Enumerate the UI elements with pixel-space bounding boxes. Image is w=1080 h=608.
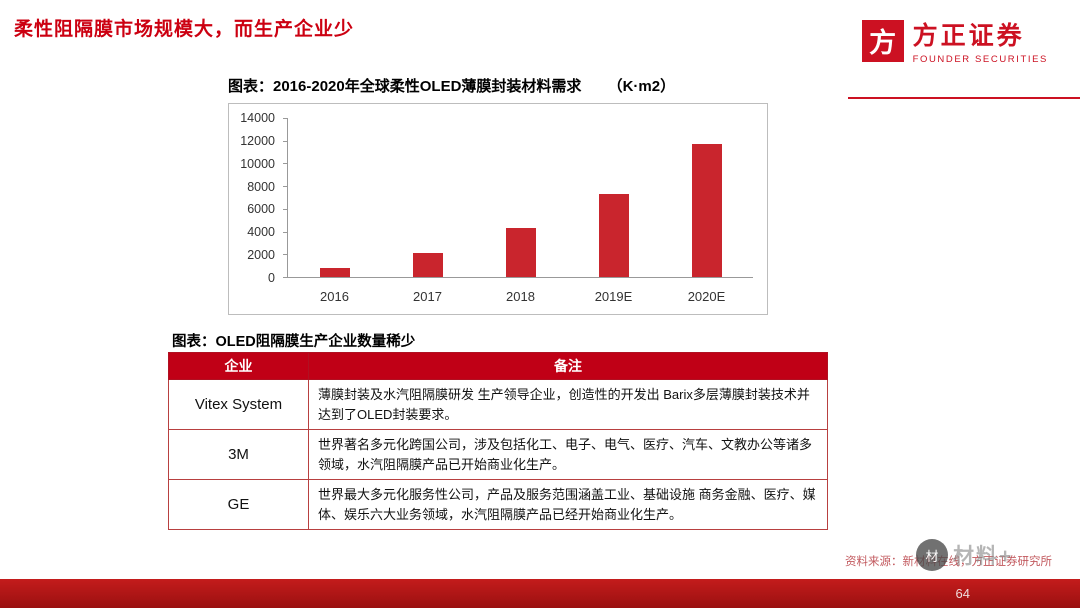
y-tick-mark [283, 277, 288, 278]
y-axis-labels: 14000 12000 10000 8000 6000 4000 2000 0 [229, 111, 283, 285]
y-tick-label: 2000 [247, 248, 275, 263]
x-axis-label: 2016 [320, 289, 349, 304]
chart-title-text: 图表：2016-2020年全球柔性OLED薄膜封装材料需求 [228, 78, 582, 95]
x-axis-label: 2020E [687, 289, 726, 304]
bar-2020E [691, 144, 722, 277]
logo-name-en: FOUNDER SECURITIES [912, 54, 1048, 65]
chart-title: 图表：2016-2020年全球柔性OLED薄膜封装材料需求 （K·m2） [228, 75, 675, 96]
note-cell: 世界著名多元化跨国公司，涉及包括化工、电子、电气、医疗、汽车、文教办公等诸多领域… [308, 429, 828, 480]
table-header-company: 企业 [168, 352, 309, 380]
bar-slot: 2019E [567, 118, 660, 304]
bar-2019E [598, 194, 629, 277]
bar-2016 [319, 267, 350, 277]
bars: 2016 2017 2018 2019E 2020E [288, 118, 753, 304]
note-cell: 薄膜封装及水汽阻隔膜研发 生产领导企业，创造性的开发出 Barix多层薄膜封装技… [308, 379, 828, 430]
page-title: 柔性阻隔膜市场规模大，而生产企业少 [14, 19, 355, 40]
watermark-text: 材料+ [953, 545, 1014, 568]
watermark: 材 材料+ [916, 539, 1013, 571]
y-tick-label: 6000 [247, 202, 275, 217]
watermark-logo-icon: 材 [916, 539, 948, 571]
bar-slot: 2016 [288, 118, 381, 304]
table-header-row: 企业 备注 [168, 352, 828, 380]
x-axis-label: 2019E [594, 289, 633, 304]
x-axis-label: 2018 [506, 289, 535, 304]
y-tick-mark [283, 163, 288, 165]
table-row: Vitex System 薄膜封装及水汽阻隔膜研发 生产领导企业，创造性的开发出… [168, 379, 828, 430]
page-number: 64 [955, 586, 970, 601]
bar-2018 [505, 228, 536, 277]
logo-text: 方正证券 FOUNDER SECURITIES [913, 16, 1048, 65]
source-note: 资料来源：新材料在线，方正证券研究所 [845, 556, 1052, 568]
y-tick-label: 10000 [240, 156, 275, 171]
y-tick-label: 14000 [240, 111, 275, 125]
company-cell: GE [168, 479, 309, 530]
bar-slot: 2017 [381, 118, 474, 304]
y-tick-label: 0 [268, 271, 275, 285]
y-tick-label: 8000 [247, 179, 275, 194]
y-tick-mark [283, 231, 288, 233]
company-table: 企业 备注 Vitex System 薄膜封装及水汽阻隔膜研发 生产领导企业，创… [168, 352, 828, 530]
bar-slot: 2020E [660, 118, 753, 304]
note-cell: 世界最大多元化服务性公司，产品及服务范围涵盖工业、基础设施 商务金融、医疗、媒体… [308, 479, 828, 530]
table-header-note: 备注 [308, 352, 828, 380]
bar-slot: 2018 [474, 118, 567, 304]
y-tick-label: 4000 [247, 225, 275, 240]
y-tick-mark [283, 118, 288, 119]
x-axis-label: 2017 [413, 289, 442, 304]
company-cell: Vitex System [168, 379, 309, 430]
plot-area: 2016 2017 2018 2019E 2020E [283, 118, 753, 304]
y-tick-mark [283, 140, 288, 142]
founder-securities-logo: 方 方正证券 FOUNDER SECURITIES [861, 16, 1048, 65]
header-rule [848, 97, 1080, 99]
y-tick-label: 12000 [240, 133, 275, 148]
table-row: 3M 世界著名多元化跨国公司，涉及包括化工、电子、电气、医疗、汽车、文教办公等诸… [168, 429, 828, 480]
y-tick-mark [283, 254, 288, 256]
bar-2017 [412, 253, 443, 277]
y-tick-mark [283, 208, 288, 210]
bar-chart: 14000 12000 10000 8000 6000 4000 2000 0 2016 201… [228, 103, 768, 315]
chart-unit: （K·m2） [607, 78, 676, 95]
founder-logo-icon: 方 [861, 19, 904, 62]
table-title: 图表：OLED阻隔膜生产企业数量稀少 [172, 334, 416, 350]
table-row: GE 世界最大多元化服务性公司，产品及服务范围涵盖工业、基础设施 商务金融、医疗… [168, 479, 828, 530]
footer-bar: 64 [0, 579, 1080, 608]
y-tick-mark [283, 186, 288, 188]
logo-name-cn: 方正证券 [912, 22, 1025, 50]
company-cell: 3M [168, 429, 309, 480]
